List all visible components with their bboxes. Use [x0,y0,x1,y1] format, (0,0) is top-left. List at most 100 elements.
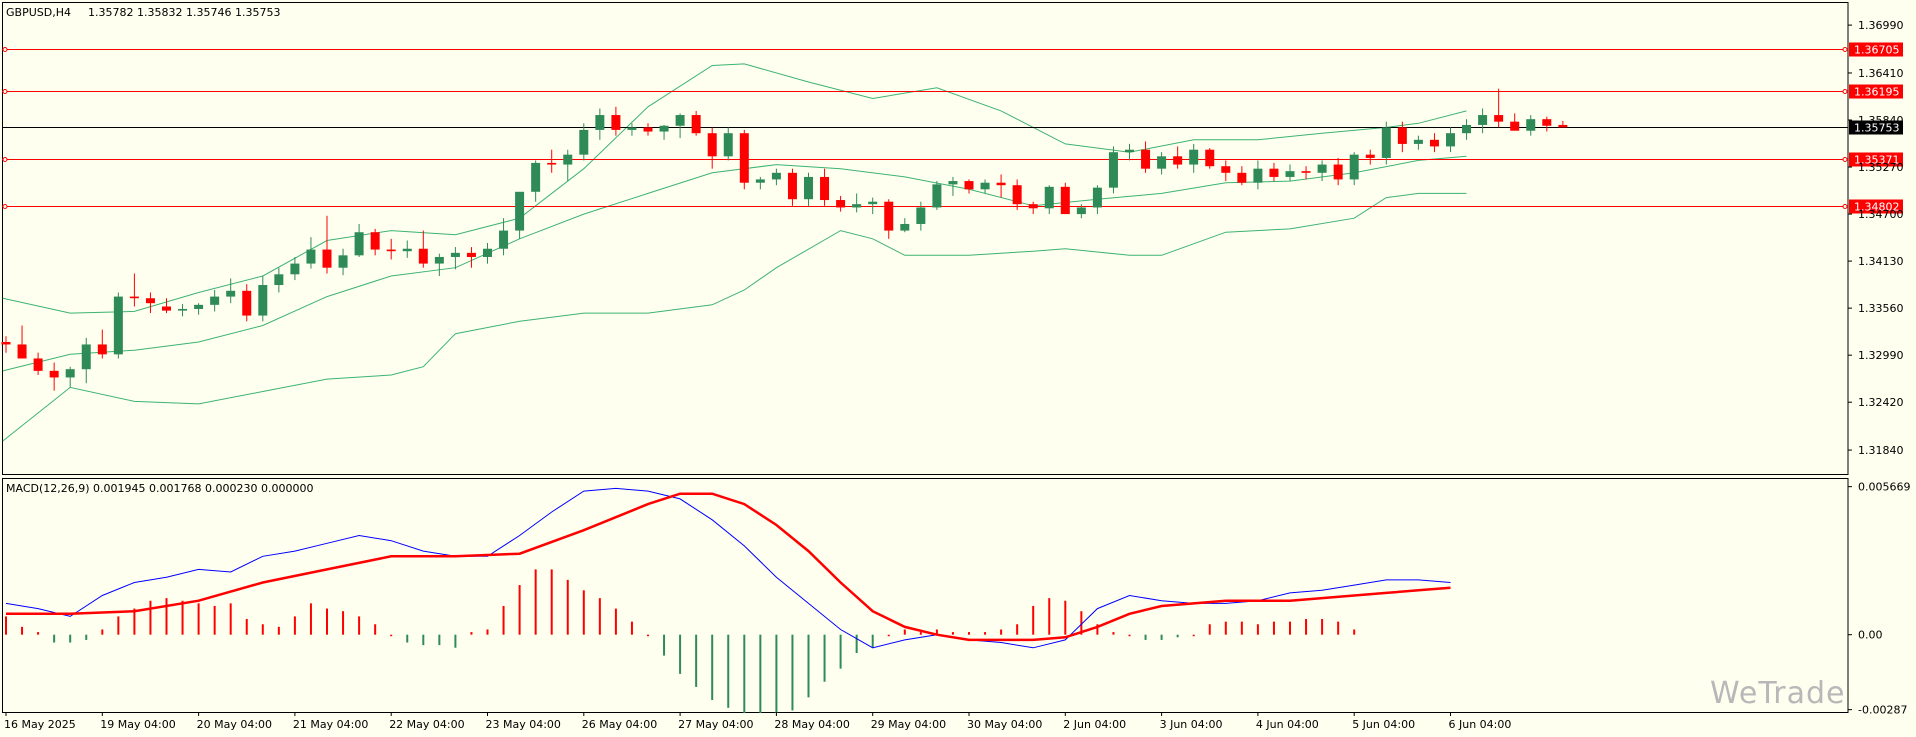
candle-body [386,249,396,252]
macd-histogram-bar [422,634,425,646]
macd-histogram-bar [165,598,168,635]
candle-body [418,248,428,264]
macd-histogram-bar [37,632,40,635]
candle-body [290,263,300,275]
candle-body [370,232,380,250]
current-price-label: 1.35753 [1854,122,1900,135]
candle-body [226,290,236,297]
macd-histogram-bar [598,598,601,635]
macd-histogram-bar [566,579,569,635]
macd-histogram-bar [1016,624,1019,635]
macd-histogram-bar [759,634,762,714]
macd-histogram-bar [727,634,730,708]
macd-histogram-bar [133,608,136,635]
candle-body [1510,121,1520,131]
candle-body [643,127,653,132]
price-levels [2,47,1848,209]
time-axis-label: 5 Jun 04:00 [1352,718,1415,731]
price-axis-label: 1.31840 [1858,444,1904,457]
chart-frames [2,2,1849,713]
macd-histogram-bar [342,611,345,635]
candle-body [820,176,830,201]
macd-histogram-bar [1353,629,1356,635]
candle-body [1253,168,1263,183]
candle-body [33,358,43,371]
candle-body [145,298,155,304]
candle-body [1317,164,1327,173]
macd-histogram-bar [711,634,714,700]
candle-body [1189,149,1199,165]
price-axis-label: 1.36410 [1858,67,1904,80]
macd-axis-label: 0.005669 [1858,481,1911,494]
candle-body [483,248,492,257]
macd-histogram-bar [518,585,521,635]
level-price-tag [1849,42,1903,57]
macd-histogram-bar [984,632,987,635]
candle-body [948,181,958,185]
price-axis-label: 1.36990 [1858,19,1904,32]
macd-histogram-bar [1080,611,1083,635]
candle-body [1413,139,1423,144]
level-handle-left [2,157,8,162]
macd-line [5,487,1451,649]
candle-body [1446,133,1455,147]
candle-body [1076,207,1086,215]
level-handle-left [2,89,8,94]
macd-histogram-bar [1208,624,1211,635]
macd-histogram-bar [534,569,537,635]
time-axis-label: 16 May 2025 [4,718,76,731]
candle-body [17,344,27,359]
macd-histogram-bar [630,621,633,635]
macd-histogram-bar [743,634,746,714]
macd-histogram-bar [213,605,216,635]
time-axis-label: 4 Jun 04:00 [1256,718,1319,731]
candle-body [900,223,910,231]
macd-histogram-bar [791,634,794,711]
candle-body [1028,204,1038,209]
macd-histogram-bar [807,634,810,698]
candle-body [980,182,990,190]
time-axis-label: 3 Jun 04:00 [1160,718,1223,731]
candle-body [1478,115,1488,125]
macd-histogram-bar [438,634,441,646]
candle-body [1558,124,1568,128]
level-price-label: 1.36195 [1854,86,1900,99]
macd-histogram-bar [486,629,489,635]
macd-histogram-bar [326,608,328,635]
macd-histogram-bar [53,634,56,643]
macd-histogram-bar [1192,634,1195,637]
current-price-tag [1849,120,1903,135]
candle-body [611,115,621,130]
candle-body [1269,168,1279,177]
macd-panel-frame [2,478,1849,713]
candle-body [210,296,220,305]
price-panel-frame [2,2,1849,475]
macd-histogram-bar [968,632,970,635]
level-price-tag [1849,199,1903,214]
candle-body [1542,119,1552,126]
candle-body [1494,115,1504,122]
price-axis-label: 1.33560 [1858,302,1904,315]
level-handle-right [1842,47,1848,52]
candle-body [81,344,91,370]
macd-histogram-bar [454,634,457,648]
macd-histogram-bar [1144,634,1147,640]
macd-histogram-bar [390,634,393,637]
candle-body [1108,152,1118,188]
macd-histogram-bar [309,603,312,635]
macd-histogram-bar [679,634,682,674]
macd-histogram-bar [358,616,361,635]
candle-body [162,306,171,311]
macd-histogram-bar [69,634,72,643]
candle-body [1365,154,1375,158]
candle-body [1462,124,1472,134]
macd-histogram-bar [1176,634,1179,638]
watermark-logo: WeTrade [1710,676,1846,711]
macd-histogram-bar [21,626,24,635]
macd-histogram-bar [1272,621,1275,635]
candle-body [659,125,669,132]
price-axis-label: 1.32990 [1858,349,1904,362]
macd-histogram-bar [1321,619,1324,635]
candle-body [932,184,942,208]
macd-histogram-bar [502,605,505,635]
